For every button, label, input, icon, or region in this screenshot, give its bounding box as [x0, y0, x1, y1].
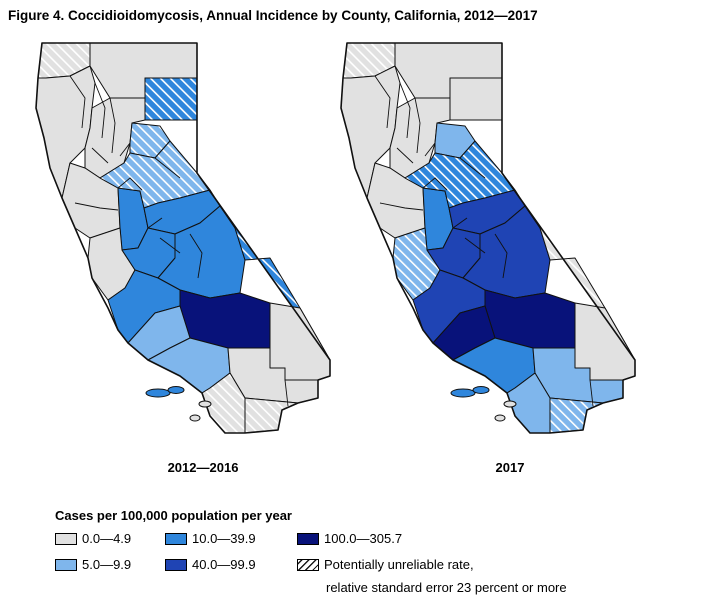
county-boundary: [459, 157, 486, 179]
county-boundary: [91, 147, 109, 164]
map-2017: [335, 38, 636, 458]
county-boundary: [464, 237, 486, 254]
channel-island: [198, 400, 212, 408]
region-imperial: [244, 397, 299, 434]
map-2012-2016: [30, 38, 331, 458]
map-caption-2012-2016: 2012—2016: [167, 460, 239, 475]
map-caption-2017: 2017: [495, 460, 525, 475]
county-boundary: [117, 177, 143, 191]
channel-island: [503, 400, 517, 408]
county-boundary: [147, 217, 163, 229]
channel-island: [189, 414, 201, 422]
county-boundary: [109, 97, 116, 154]
channel-island: [494, 414, 506, 422]
region-lassen-east: [449, 77, 503, 121]
county-boundary: [414, 97, 421, 154]
county-boundary: [119, 142, 131, 157]
county-boundary: [154, 157, 181, 179]
legend-swatch: [55, 532, 77, 545]
county-boundary: [69, 75, 86, 129]
county-boundary: [74, 202, 119, 211]
region-imperial: [549, 397, 604, 434]
county-boundary: [589, 379, 594, 407]
legend-item-100-305.7: 100.0—305.7: [297, 531, 402, 546]
county-boundary: [189, 233, 203, 279]
region-sacramento-valley: [84, 97, 146, 179]
legend-label: 100.0—305.7: [324, 531, 403, 546]
channel-island: [472, 386, 490, 394]
channel-island: [145, 388, 171, 398]
county-boundary: [399, 82, 411, 139]
county-boundary: [422, 177, 448, 191]
state-outline: [35, 42, 331, 434]
county-boundary: [494, 233, 508, 279]
legend-label: 0.0—4.9: [82, 531, 132, 546]
legend-swatch: [297, 532, 319, 545]
county-boundary: [284, 379, 289, 407]
legend-item-0-4.9: 0.0—4.9: [55, 531, 131, 546]
legend-item-unreliable: Potentially unreliable rate,: [297, 557, 474, 572]
county-boundary: [379, 202, 424, 211]
legend-label: 5.0—9.9: [82, 557, 132, 572]
legend-swatch: [55, 558, 77, 571]
legend-item-5-9.9: 5.0—9.9: [55, 557, 131, 572]
legend-label: Potentially unreliable rate,: [324, 557, 474, 572]
figure-title: Figure 4. Coccidioidomycosis, Annual Inc…: [8, 8, 538, 23]
legend-swatch-hatch: [297, 558, 319, 571]
legend-swatch: [165, 532, 187, 545]
legend-item-40-99.9: 40.0—99.9: [165, 557, 256, 572]
legend-title: Cases per 100,000 population per year: [55, 508, 292, 523]
county-boundary: [94, 82, 106, 139]
channel-island: [167, 386, 185, 394]
legend-note-line2: relative standard error 23 percent or mo…: [326, 580, 567, 595]
legend-label: 40.0—99.9: [192, 557, 256, 572]
region-sacramento-valley: [389, 97, 451, 179]
channel-island: [450, 388, 476, 398]
county-boundary: [374, 75, 391, 129]
state-outline: [340, 42, 636, 434]
legend-item-10-39.9: 10.0—39.9: [165, 531, 256, 546]
county-boundary: [396, 147, 414, 164]
county-boundary: [159, 237, 181, 254]
county-boundary: [452, 217, 468, 229]
legend-label: 10.0—39.9: [192, 531, 256, 546]
legend-swatch: [165, 558, 187, 571]
region-lassen-east: [144, 77, 198, 121]
county-boundary: [424, 142, 436, 157]
